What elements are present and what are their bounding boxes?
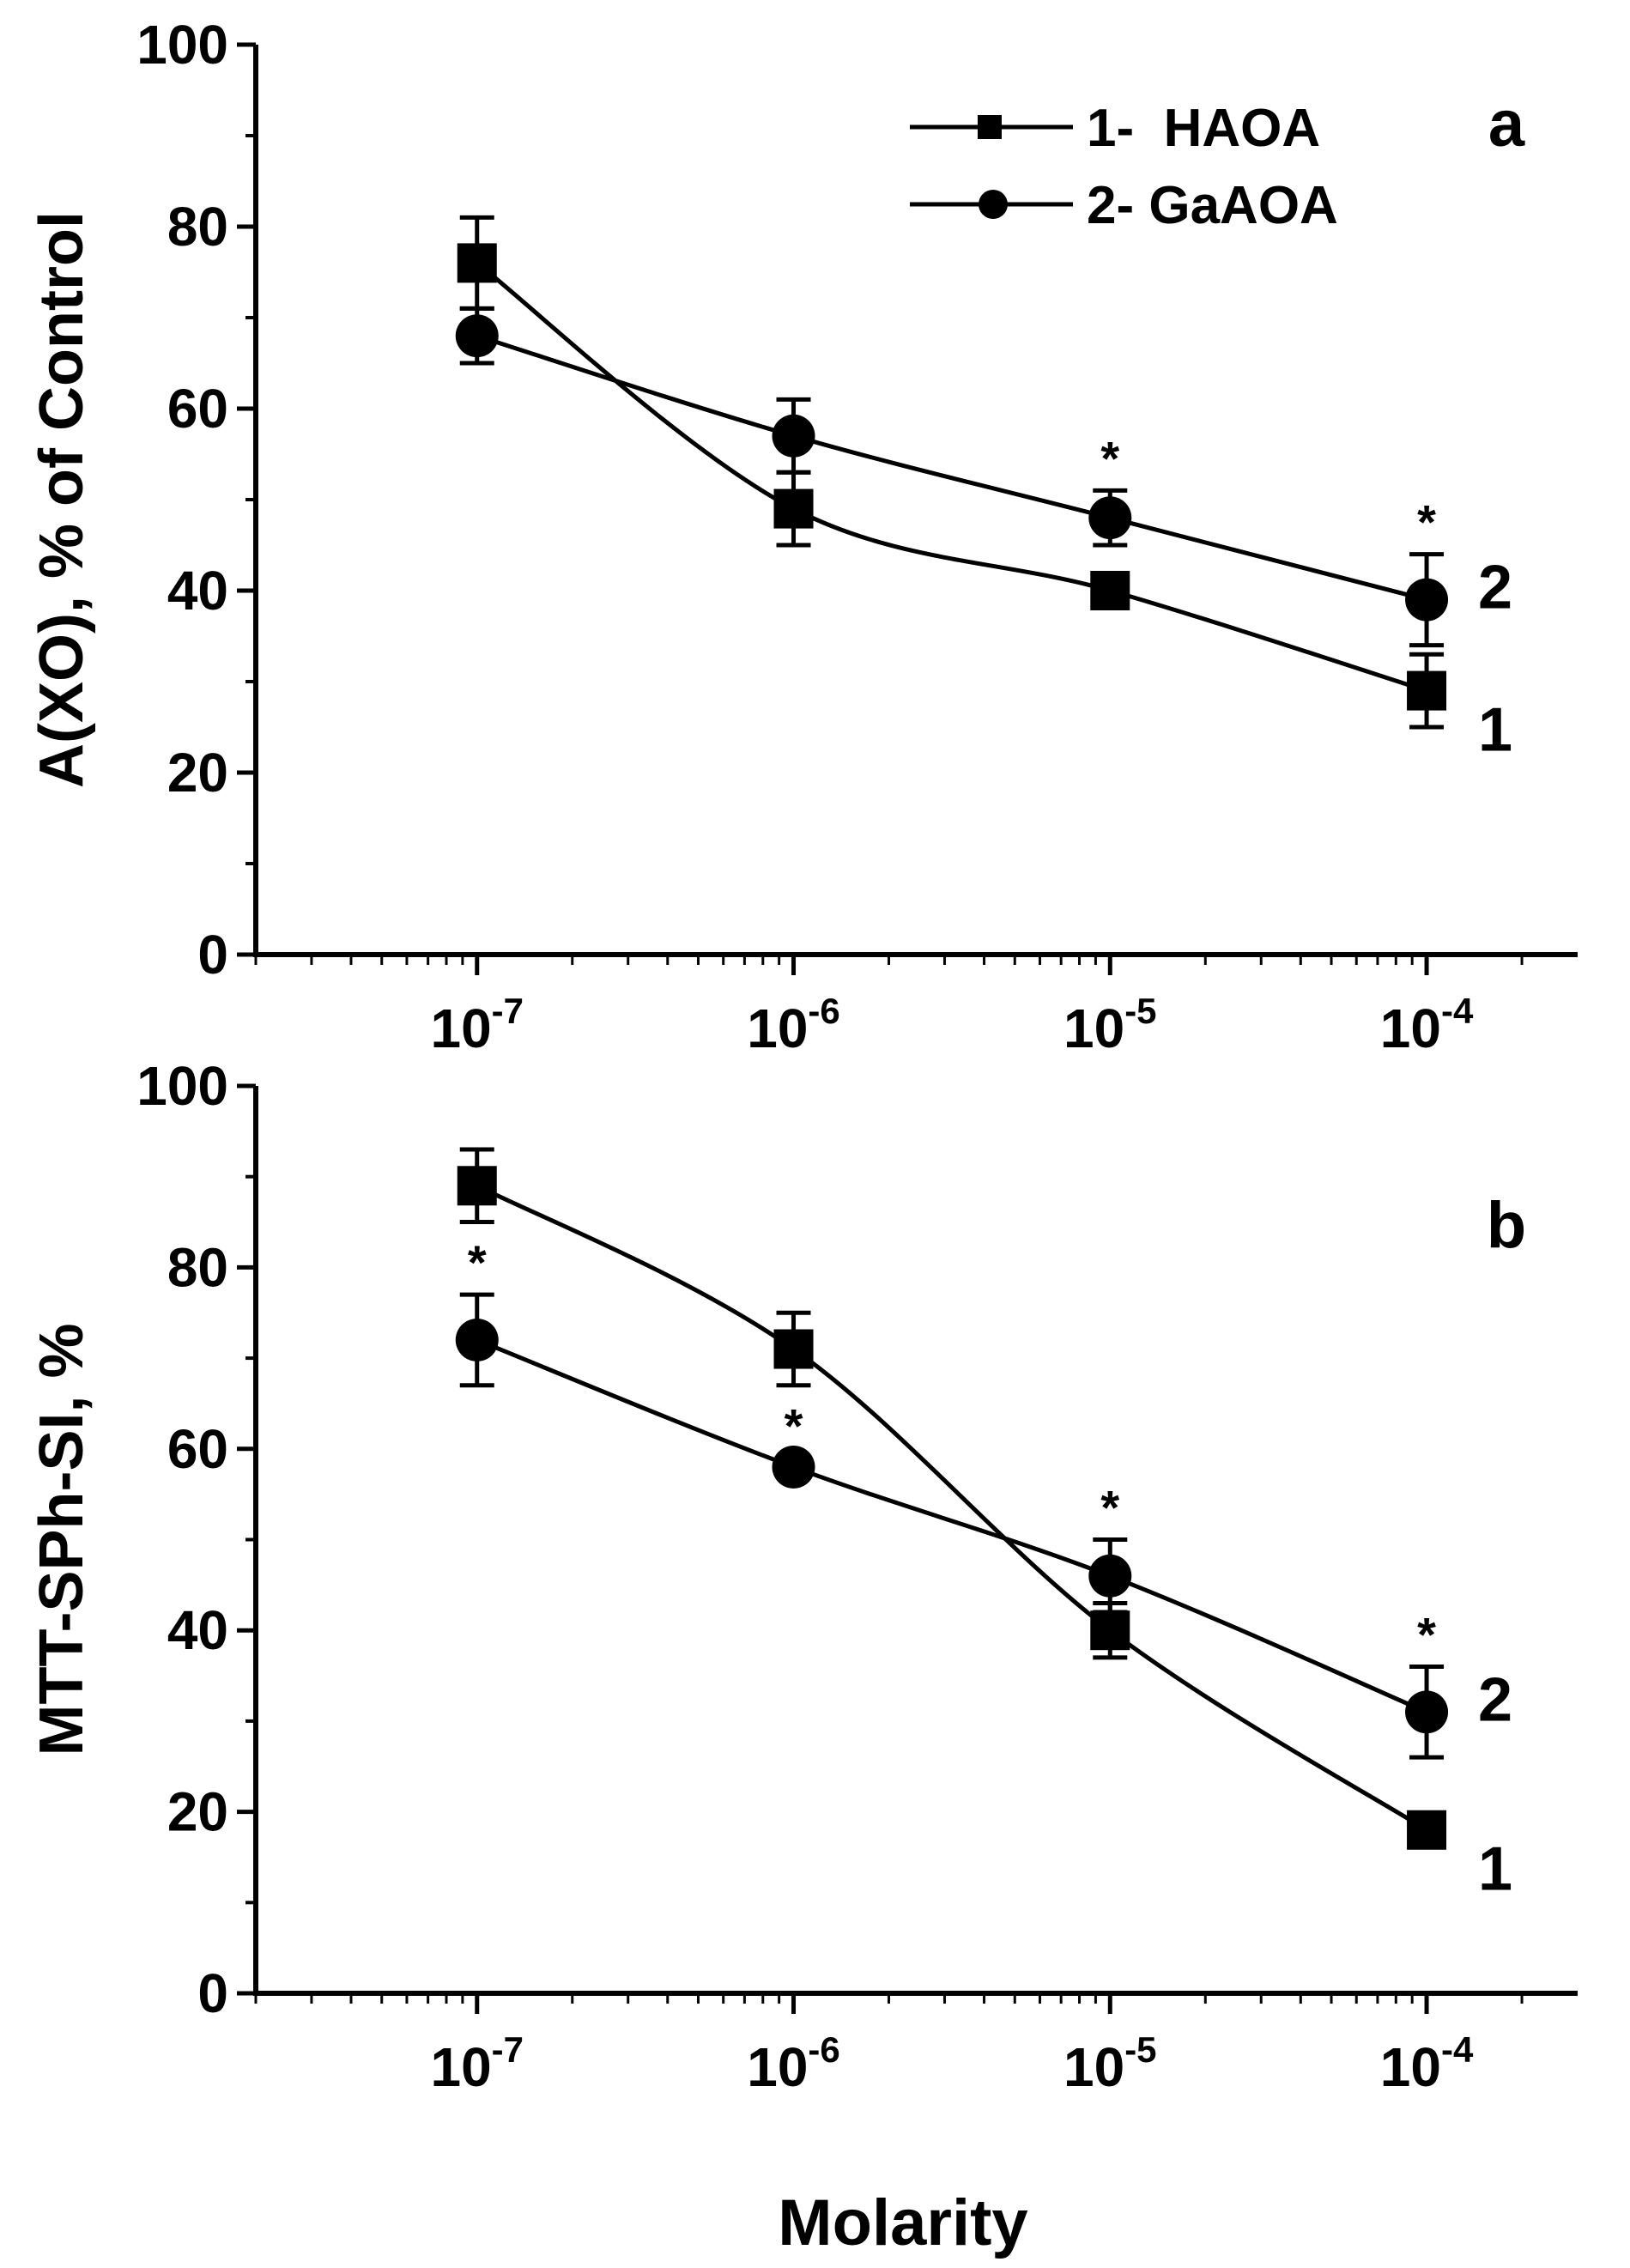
data-point-circle <box>1088 496 1132 540</box>
x-tick-exponent: -7 <box>492 2029 524 2070</box>
data-point-square <box>1407 670 1447 711</box>
significance-asterisk: * <box>1100 1481 1119 1535</box>
x-tick-label: 10-5 <box>1063 991 1157 1059</box>
y-tick-label: 40 <box>167 560 228 622</box>
data-point-circle <box>1405 1690 1449 1734</box>
data-point-square <box>1407 1810 1447 1850</box>
y-tick-label: 80 <box>167 1236 228 1298</box>
data-point-circle <box>455 314 499 358</box>
x-tick-base: 10 <box>1063 2036 1124 2098</box>
y-tick-label: 20 <box>167 742 228 804</box>
x-tick-base: 10 <box>1380 2036 1441 2098</box>
data-point-square <box>457 243 497 283</box>
y-tick-label: 0 <box>197 924 228 985</box>
curve-label: 2 <box>1478 1665 1512 1734</box>
x-tick-label: 10-6 <box>747 991 840 1059</box>
data-point-square <box>1090 571 1130 610</box>
series-line <box>476 261 1427 693</box>
significance-asterisk: * <box>1417 495 1436 549</box>
x-tick-exponent: -7 <box>492 991 524 1031</box>
legend-label: 1- HAOA <box>1087 99 1320 158</box>
x-tick-base: 10 <box>747 998 808 1059</box>
panel-label: a <box>1488 88 1525 161</box>
data-point-circle <box>772 1445 815 1489</box>
panel-label: b <box>1487 1189 1526 1262</box>
x-tick-base: 10 <box>1380 998 1441 1059</box>
x-tick-exponent: -6 <box>808 2029 839 2070</box>
x-tick-label: 10-4 <box>1380 991 1474 1059</box>
y-tick-label: 20 <box>167 1781 228 1843</box>
y-tick-label: 80 <box>167 196 228 258</box>
x-tick-exponent: -6 <box>808 991 839 1031</box>
data-point-circle <box>1405 578 1449 622</box>
data-point-square <box>773 1329 814 1369</box>
curve-label: 2 <box>1478 554 1512 622</box>
y-axis-title: MTT-SPh-SI, % <box>27 1324 96 1756</box>
y-tick-label: 100 <box>136 1055 228 1117</box>
x-tick-exponent: -4 <box>1441 991 1474 1031</box>
y-axis-title: A(XO), % of Control <box>27 211 96 788</box>
significance-asterisk: * <box>468 1235 487 1289</box>
data-point-circle <box>1088 1554 1132 1598</box>
legend-marker-circle <box>979 190 1008 219</box>
curve-label: 1 <box>1478 1835 1512 1904</box>
x-tick-label: 10-7 <box>430 991 524 1059</box>
y-tick-label: 40 <box>167 1599 228 1661</box>
curve-label: 1 <box>1478 696 1512 765</box>
x-tick-label: 10-7 <box>430 2029 524 2098</box>
x-tick-exponent: -5 <box>1124 991 1156 1031</box>
data-point-square <box>457 1166 497 1206</box>
significance-asterisk: * <box>1417 1607 1436 1661</box>
x-tick-exponent: -5 <box>1124 2029 1156 2070</box>
significance-asterisk: * <box>785 1398 803 1452</box>
series-square: 1 <box>457 1147 1512 1904</box>
y-tick-label: 0 <box>197 1962 228 2024</box>
legend-marker-square <box>978 115 1002 139</box>
x-tick-base: 10 <box>430 998 491 1059</box>
y-tick-label: 60 <box>167 378 228 440</box>
series-line <box>476 1184 1428 1832</box>
x-tick-base: 10 <box>747 2036 808 2098</box>
legend-label: 2- GaAOA <box>1087 176 1338 235</box>
series-line <box>476 1337 1428 1714</box>
series-circle: * * 2 <box>455 306 1512 648</box>
series-circle: * * * * 2 <box>455 1235 1512 1760</box>
x-tick-base: 10 <box>430 2036 491 2098</box>
significance-asterisk: * <box>1100 431 1119 485</box>
x-tick-label: 10-4 <box>1380 2029 1474 2098</box>
series-line <box>476 333 1427 603</box>
x-tick-label: 10-6 <box>747 2029 840 2098</box>
x-tick-exponent: -4 <box>1441 2029 1474 2070</box>
legend: 1- HAOA 2- GaAOA <box>910 99 1338 235</box>
y-tick-label: 100 <box>136 14 228 76</box>
series-square: 1 <box>457 215 1512 765</box>
y-tick-label: 60 <box>167 1418 228 1480</box>
x-tick-base: 10 <box>1063 998 1124 1059</box>
data-point-square <box>773 488 814 529</box>
data-point-square <box>1090 1610 1130 1651</box>
x-tick-label: 10-5 <box>1063 2029 1157 2098</box>
data-point-circle <box>455 1318 499 1361</box>
data-point-circle <box>772 414 815 458</box>
x-axis-title: Molarity <box>778 2186 1027 2259</box>
